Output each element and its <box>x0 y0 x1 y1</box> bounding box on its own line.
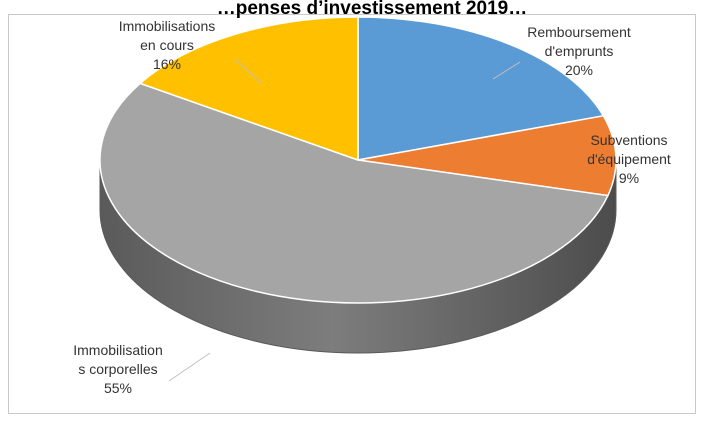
slice-subventions <box>357 114 617 197</box>
data-label-corp: Immobilisation s corporelles 55% <box>73 342 162 396</box>
data-label-cours: Immobilisations en cours 16% <box>119 18 215 72</box>
leader-remboursement <box>492 61 521 80</box>
slice-corporelles <box>99 82 610 304</box>
label-layer: Remboursement d'emprunts 20% Subventions d'é… <box>73 18 671 396</box>
chart-title: …penses d’investissement 2019… <box>217 0 527 19</box>
data-label-remb: Remboursement d'emprunts 20% <box>527 24 631 78</box>
slice-remboursement <box>357 16 605 161</box>
data-label-subv: Subventions d'équipement 9% <box>587 132 671 186</box>
slice-en-cours <box>138 16 359 162</box>
pie-layer <box>99 16 617 354</box>
leader-en-cours <box>235 59 263 85</box>
leader-corporelles <box>168 352 211 382</box>
